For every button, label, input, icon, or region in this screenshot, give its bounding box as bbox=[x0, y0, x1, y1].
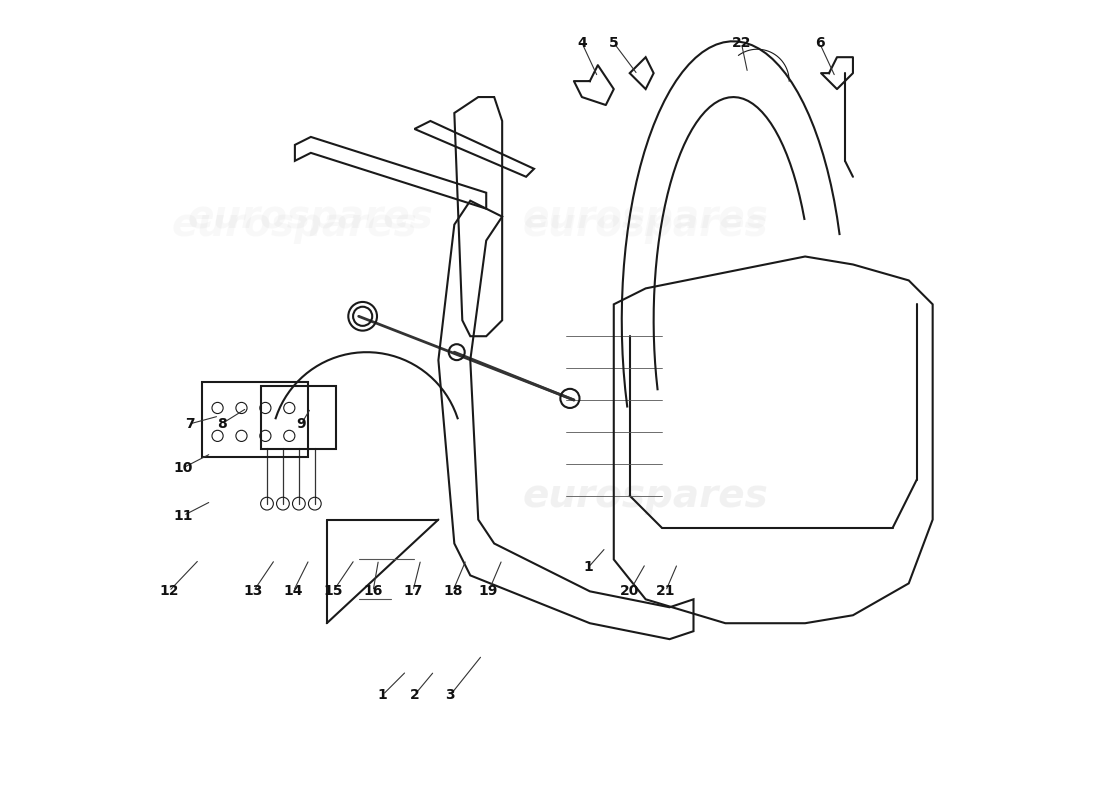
Text: 21: 21 bbox=[656, 584, 675, 598]
Text: 1: 1 bbox=[377, 688, 387, 702]
Text: 5: 5 bbox=[609, 36, 618, 50]
Text: eurospares: eurospares bbox=[522, 198, 769, 236]
Text: 22: 22 bbox=[732, 36, 751, 50]
Text: 9: 9 bbox=[297, 417, 306, 431]
Text: 16: 16 bbox=[363, 584, 383, 598]
Text: 8: 8 bbox=[217, 417, 227, 431]
Text: 18: 18 bbox=[443, 584, 462, 598]
Text: eurospares: eurospares bbox=[522, 477, 769, 514]
Text: 15: 15 bbox=[323, 584, 343, 598]
Text: 20: 20 bbox=[620, 584, 639, 598]
Text: 1: 1 bbox=[583, 561, 593, 574]
Text: 11: 11 bbox=[174, 509, 192, 522]
Text: 7: 7 bbox=[185, 417, 195, 431]
Text: 10: 10 bbox=[174, 461, 192, 474]
Text: 19: 19 bbox=[478, 584, 498, 598]
Text: eurospares: eurospares bbox=[522, 206, 769, 244]
Text: 6: 6 bbox=[815, 36, 824, 50]
Text: 13: 13 bbox=[244, 584, 263, 598]
Text: 14: 14 bbox=[284, 584, 302, 598]
Text: 12: 12 bbox=[160, 584, 178, 598]
Text: eurospares: eurospares bbox=[172, 206, 418, 244]
Text: 3: 3 bbox=[446, 688, 455, 702]
Text: 2: 2 bbox=[409, 688, 419, 702]
Text: eurospares: eurospares bbox=[188, 198, 433, 236]
Text: 4: 4 bbox=[578, 36, 586, 50]
Text: 17: 17 bbox=[404, 584, 422, 598]
Text: eurospares: eurospares bbox=[522, 477, 769, 514]
